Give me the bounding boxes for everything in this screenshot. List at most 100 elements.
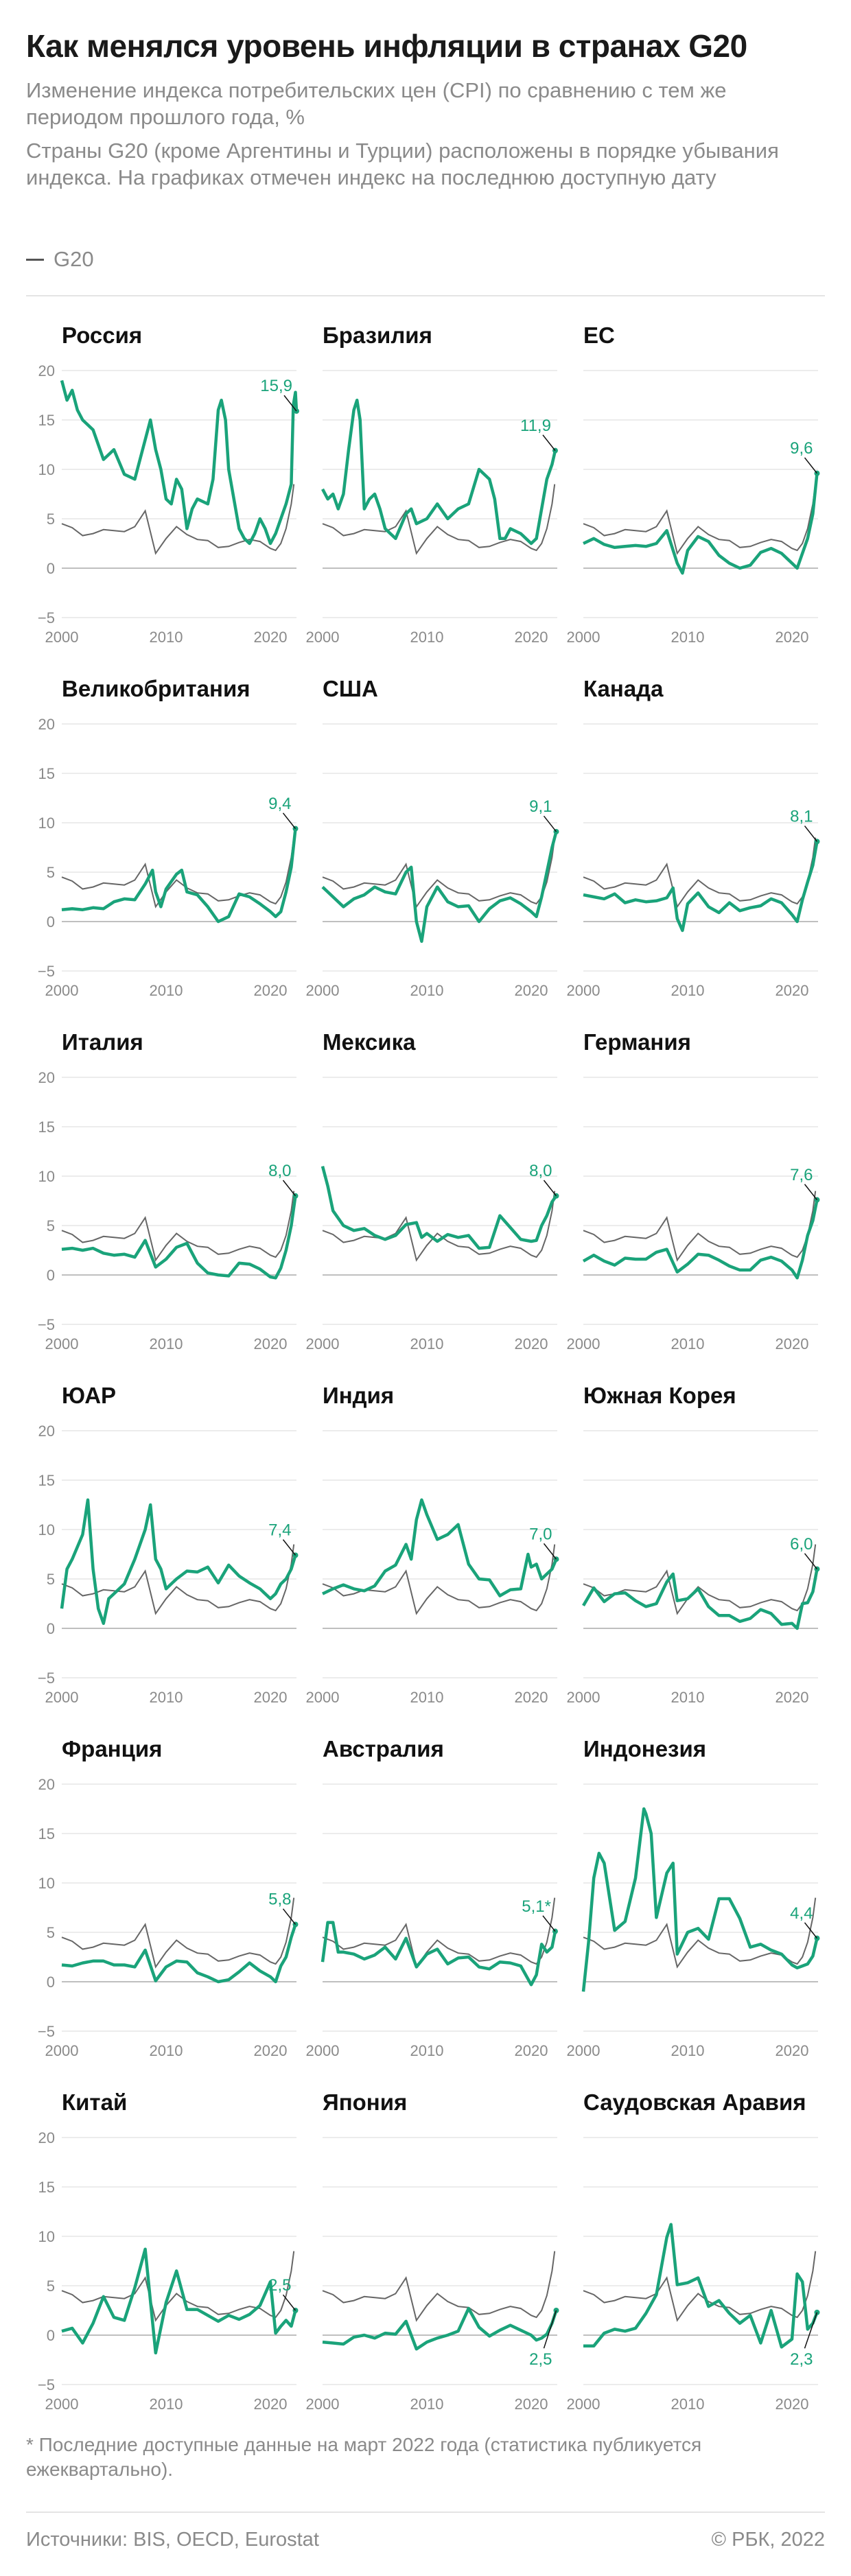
panel-title: США bbox=[323, 676, 378, 701]
panel-title: Китай bbox=[62, 2089, 127, 2115]
g20-line bbox=[61, 1191, 295, 1262]
country-line bbox=[322, 2306, 558, 2351]
country-line bbox=[61, 828, 297, 924]
panel-title: Австралия bbox=[323, 1736, 444, 1761]
y-tick-label: 15 bbox=[38, 1119, 55, 1136]
y-tick-label: 20 bbox=[38, 1422, 55, 1440]
label-leader-line bbox=[542, 1915, 556, 1932]
country-line bbox=[61, 1923, 297, 1984]
last-value-label: 4,4 bbox=[790, 1904, 813, 1923]
x-tick-label: 2000 bbox=[45, 1689, 79, 1706]
x-tick-label: 2020 bbox=[776, 629, 809, 646]
y-tick-label: 5 bbox=[47, 1217, 55, 1234]
country-line bbox=[582, 1569, 819, 1630]
country-line bbox=[61, 1195, 297, 1280]
y-tick-label: 0 bbox=[47, 913, 55, 930]
legend: G20 bbox=[26, 247, 94, 272]
panel-15: Индонезия 2000 2010 2020 4,4 bbox=[567, 1736, 820, 2059]
g20-line bbox=[61, 484, 295, 555]
x-tick-label: 2020 bbox=[254, 2042, 288, 2059]
y-tick-label: 20 bbox=[38, 716, 55, 733]
x-tick-label: 2010 bbox=[671, 629, 705, 646]
y-tick-label: 10 bbox=[38, 461, 55, 478]
x-tick-label: 2010 bbox=[150, 2042, 183, 2059]
header-divider bbox=[26, 295, 825, 296]
x-tick-label: 2020 bbox=[776, 982, 809, 999]
x-tick-label: 2000 bbox=[567, 2042, 601, 2059]
y-tick-label: 0 bbox=[47, 1974, 55, 1991]
last-value-label: 7,6 bbox=[790, 1166, 813, 1184]
g20-line bbox=[61, 1544, 295, 1615]
x-tick-label: 2020 bbox=[776, 1689, 809, 1706]
panel-title: Индия bbox=[323, 1383, 394, 1408]
y-tick-label: −5 bbox=[38, 2023, 55, 2040]
y-tick-label: −5 bbox=[38, 1316, 55, 1333]
page-title: Как менялся уровень инфляции в странах G… bbox=[26, 28, 747, 64]
country-line bbox=[320, 1921, 557, 1987]
g20-line bbox=[61, 837, 295, 909]
panel-14: Австралия 2000 2010 2020 5,1* bbox=[306, 1736, 558, 2059]
subtitle-order-note: Страны G20 (кроме Аргентины и Турции) ра… bbox=[26, 139, 779, 189]
panel-4: Великобритания 20 15 10 5 0 −5 2000 2010 2020 9,4 bbox=[38, 676, 299, 999]
x-tick-label: 2000 bbox=[567, 982, 601, 999]
label-leader-line bbox=[804, 457, 818, 474]
y-tick-label: 20 bbox=[38, 2129, 55, 2146]
panel-title: Россия bbox=[62, 323, 142, 348]
y-tick-label: 5 bbox=[47, 1924, 55, 1941]
g20-line bbox=[583, 837, 817, 909]
y-tick-label: 20 bbox=[38, 362, 55, 379]
x-tick-label: 2000 bbox=[306, 1335, 340, 1353]
y-tick-label: 10 bbox=[38, 1875, 55, 1892]
panel-title: Индонезия bbox=[583, 1736, 706, 1761]
last-value-label: 8,0 bbox=[268, 1162, 291, 1180]
last-value-label: 8,1 bbox=[790, 808, 813, 826]
panel-title: Великобритания bbox=[62, 676, 250, 701]
panel-title: Саудовская Аравия bbox=[583, 2089, 806, 2115]
last-value-label: 9,4 bbox=[268, 795, 291, 813]
panel-title: Мексика bbox=[323, 1029, 416, 1055]
label-leader-line bbox=[543, 2310, 557, 2349]
last-value-label: 2,5 bbox=[529, 2350, 552, 2369]
legend-g20-label: G20 bbox=[54, 247, 94, 271]
x-tick-label: 2020 bbox=[776, 2396, 809, 2413]
x-tick-label: 2010 bbox=[410, 982, 444, 999]
y-tick-label: 0 bbox=[47, 560, 55, 577]
x-tick-label: 2000 bbox=[45, 629, 79, 646]
y-tick-label: 15 bbox=[38, 1472, 55, 1489]
panel-3: ЕС 2000 2010 2020 9,6 bbox=[567, 323, 820, 646]
y-tick-label: 0 bbox=[47, 1620, 55, 1637]
country-line bbox=[321, 831, 558, 944]
panel-17: Япония 2000 2010 2020 2,5 bbox=[306, 2089, 559, 2413]
x-tick-label: 2000 bbox=[306, 1689, 340, 1706]
label-leader-line bbox=[542, 434, 556, 452]
panel-5: США 2000 2010 2020 9,1 bbox=[306, 676, 559, 999]
g20-line bbox=[61, 1897, 295, 1969]
label-leader-line bbox=[543, 1543, 557, 1560]
copyright: © РБК, 2022 bbox=[711, 2529, 825, 2551]
panel-title: Италия bbox=[62, 1029, 143, 1055]
panel-1: Россия 20 15 10 5 0 −5 2000 2010 2020 15,9 bbox=[38, 323, 299, 646]
x-tick-label: 2010 bbox=[410, 1335, 444, 1353]
panel-title: Франция bbox=[62, 1736, 162, 1761]
y-tick-label: 5 bbox=[47, 2278, 55, 2295]
last-value-label: 7,0 bbox=[529, 1525, 552, 1543]
x-tick-label: 2020 bbox=[254, 1335, 288, 1353]
y-tick-label: −5 bbox=[38, 609, 55, 627]
y-tick-label: 15 bbox=[38, 2179, 55, 2196]
panel-16: Китай 20 15 10 5 0 −5 2000 2010 2020 2,5 bbox=[38, 2089, 299, 2413]
country-line bbox=[581, 1807, 819, 1992]
panel-title: ЕС bbox=[583, 323, 615, 348]
x-tick-label: 2010 bbox=[410, 629, 444, 646]
y-tick-label: 0 bbox=[47, 2327, 55, 2344]
x-tick-label: 2010 bbox=[671, 2396, 705, 2413]
label-leader-line bbox=[804, 1184, 818, 1201]
x-tick-label: 2020 bbox=[254, 982, 288, 999]
x-tick-label: 2020 bbox=[776, 1335, 809, 1353]
y-tick-label: 5 bbox=[47, 1571, 55, 1588]
country-line bbox=[60, 1498, 297, 1626]
x-tick-label: 2010 bbox=[150, 2396, 183, 2413]
x-tick-label: 2020 bbox=[254, 2396, 288, 2413]
panel-title: Германия bbox=[583, 1029, 691, 1055]
last-value-label: 6,0 bbox=[790, 1535, 813, 1554]
x-tick-label: 2000 bbox=[567, 1335, 601, 1353]
